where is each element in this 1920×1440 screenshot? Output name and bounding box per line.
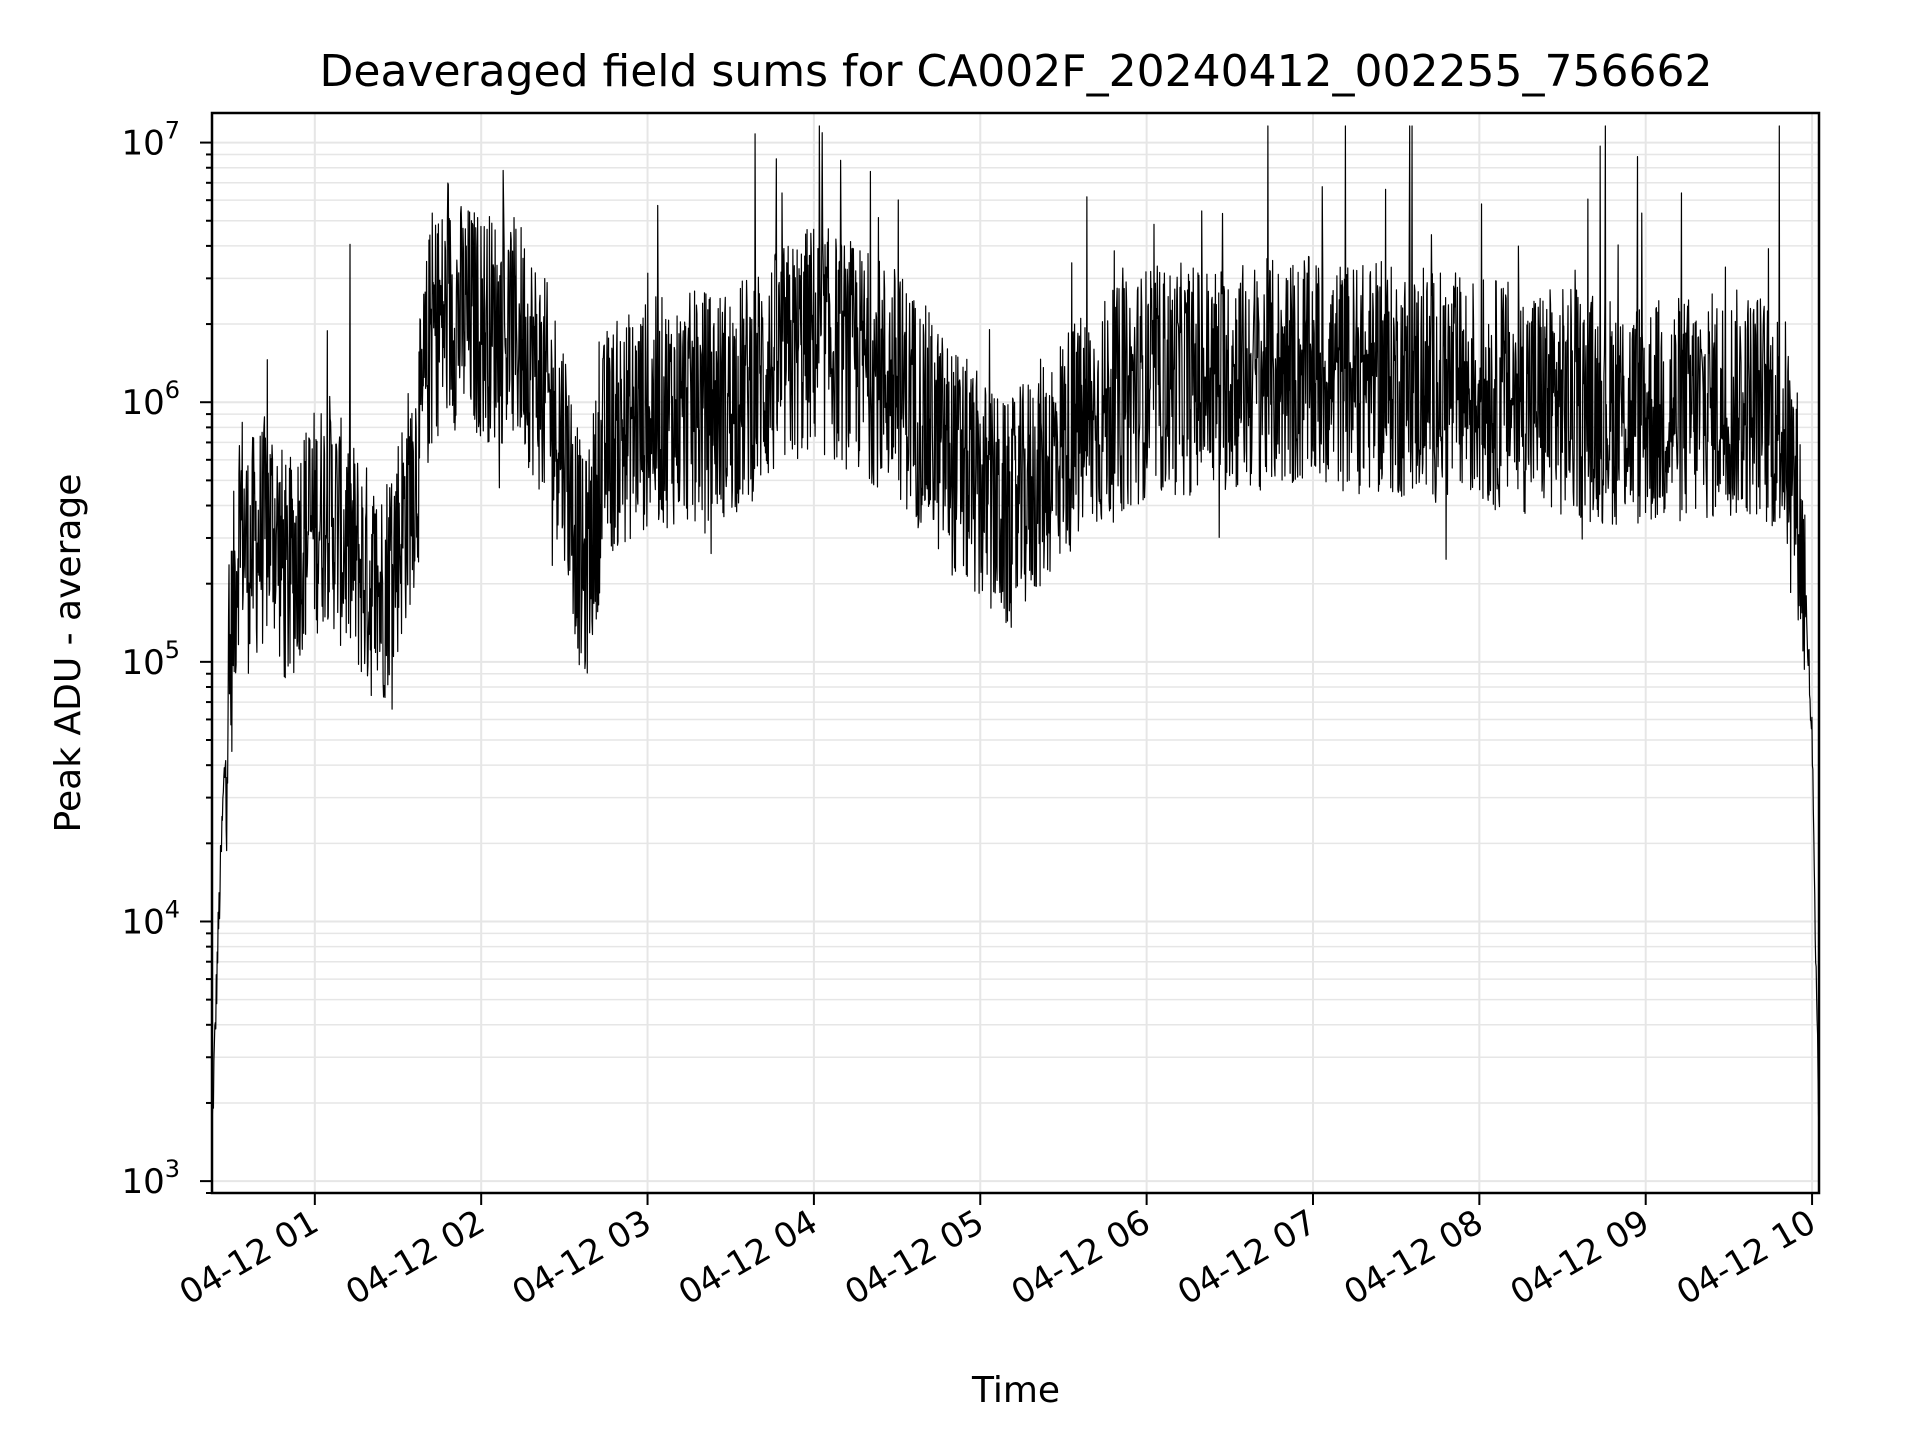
x-tick-label: 04-12 08 (1337, 1202, 1489, 1313)
y-tick-label: 103 (121, 1155, 180, 1202)
y-axis-ticks: 103 104 105 106 107 (121, 117, 212, 1202)
x-tick-label: 04-12 06 (1005, 1202, 1157, 1313)
x-tick-label: 04-12 10 (1670, 1202, 1822, 1313)
x-tick-label: 04-12 01 (173, 1202, 325, 1313)
grid-lines (212, 113, 1819, 1194)
series-layer (211, 125, 1820, 1134)
y-tick-label: 105 (121, 636, 180, 683)
series-line (211, 125, 1820, 1134)
chart-title: Deaveraged field sums for CA002F_2024041… (320, 46, 1713, 97)
x-tick-label: 04-12 07 (1171, 1202, 1323, 1313)
x-axis-label: Time (971, 1370, 1060, 1411)
plot-frame (210, 111, 1821, 1195)
x-tick-label: 04-12 09 (1504, 1202, 1656, 1313)
y-axis-label: Peak ADU - average (48, 474, 89, 833)
x-tick-label: 04-12 04 (672, 1202, 824, 1313)
x-tick-label: 04-12 03 (506, 1202, 658, 1313)
x-tick-label: 04-12 02 (339, 1202, 491, 1313)
y-tick-label: 106 (121, 376, 180, 423)
x-tick-label: 04-12 05 (838, 1202, 990, 1313)
x-axis-ticks: 04-12 01 04-12 02 04-12 03 04-12 04 04-12 05… (173, 1193, 1823, 1313)
y-tick-label: 107 (121, 117, 180, 164)
y-tick-label: 104 (121, 895, 180, 942)
